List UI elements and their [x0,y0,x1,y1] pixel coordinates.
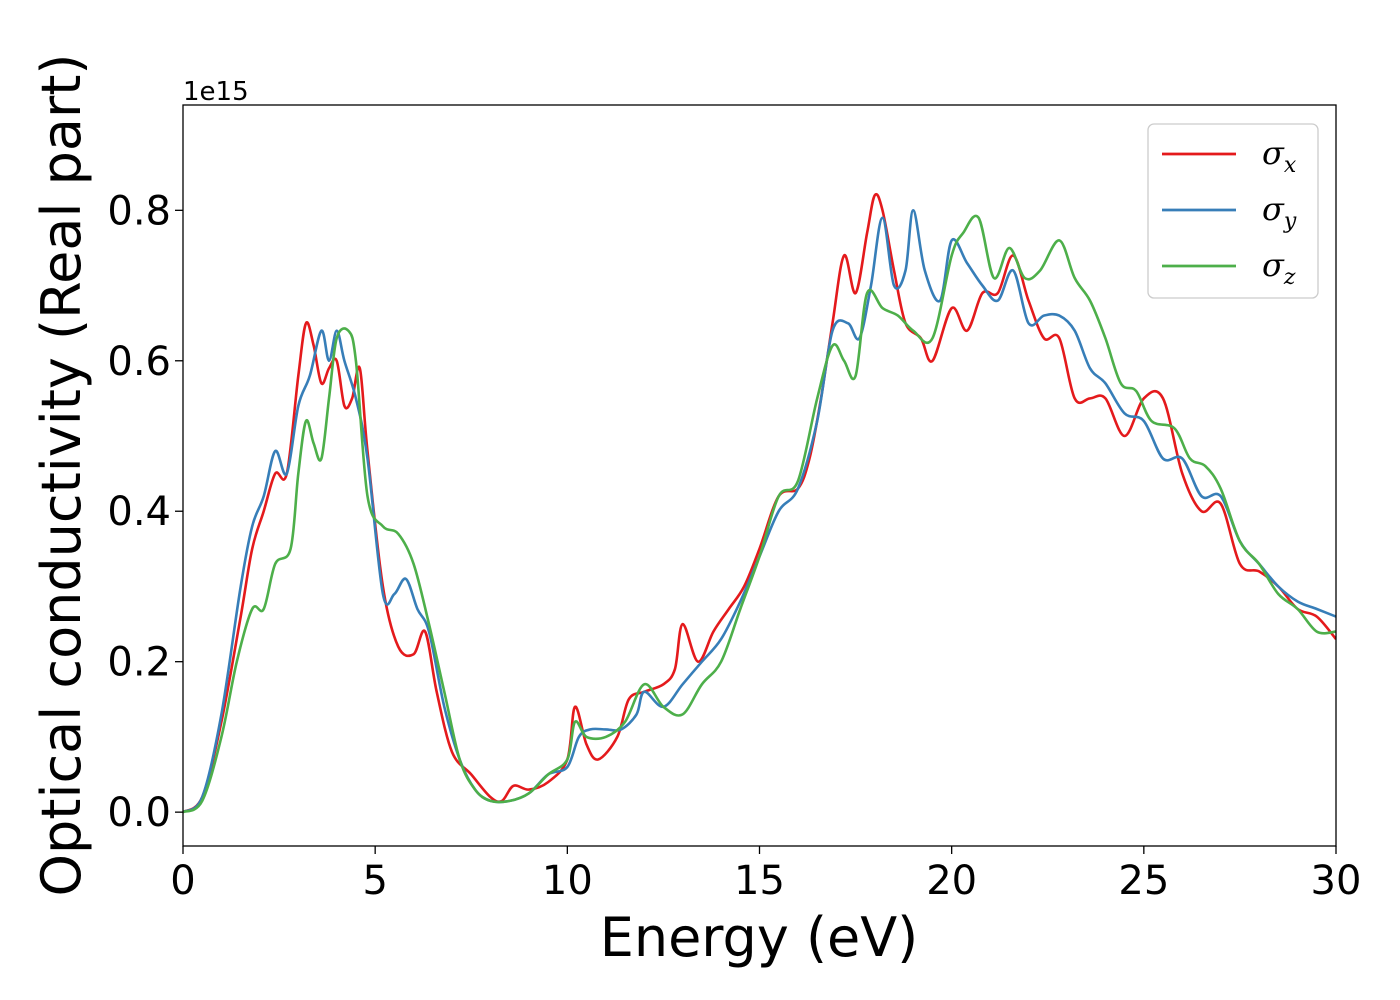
y-tick-label: 0.6 [107,339,171,385]
series-layer [183,192,1336,814]
x-tick-label: 10 [542,858,593,904]
plot-background [183,105,1336,846]
x-axis-label: Energy (eV) [600,906,919,969]
series-line-x [183,192,1336,814]
y-tick-label: 0.0 [107,790,171,836]
series-line-z [183,214,1336,814]
x-tick-label: 20 [926,858,977,904]
x-tick-label: 25 [1118,858,1169,904]
y-tick-label: 0.8 [107,188,171,234]
x-tick-label: 0 [170,858,195,904]
y-tick-label: 0.4 [107,489,171,535]
y-tick-label: 0.2 [107,640,171,686]
y-offset-label: 1e15 [183,77,249,107]
x-axis: 0 5 10 15 20 25 30 [170,846,1361,904]
x-tick-label: 5 [362,858,387,904]
x-tick-label: 30 [1311,858,1362,904]
x-tick-label: 15 [734,858,785,904]
y-axis: 0.0 0.2 0.4 0.6 0.8 [107,188,183,836]
y-axis-label: Optical conductivity (Real part) [30,54,93,897]
